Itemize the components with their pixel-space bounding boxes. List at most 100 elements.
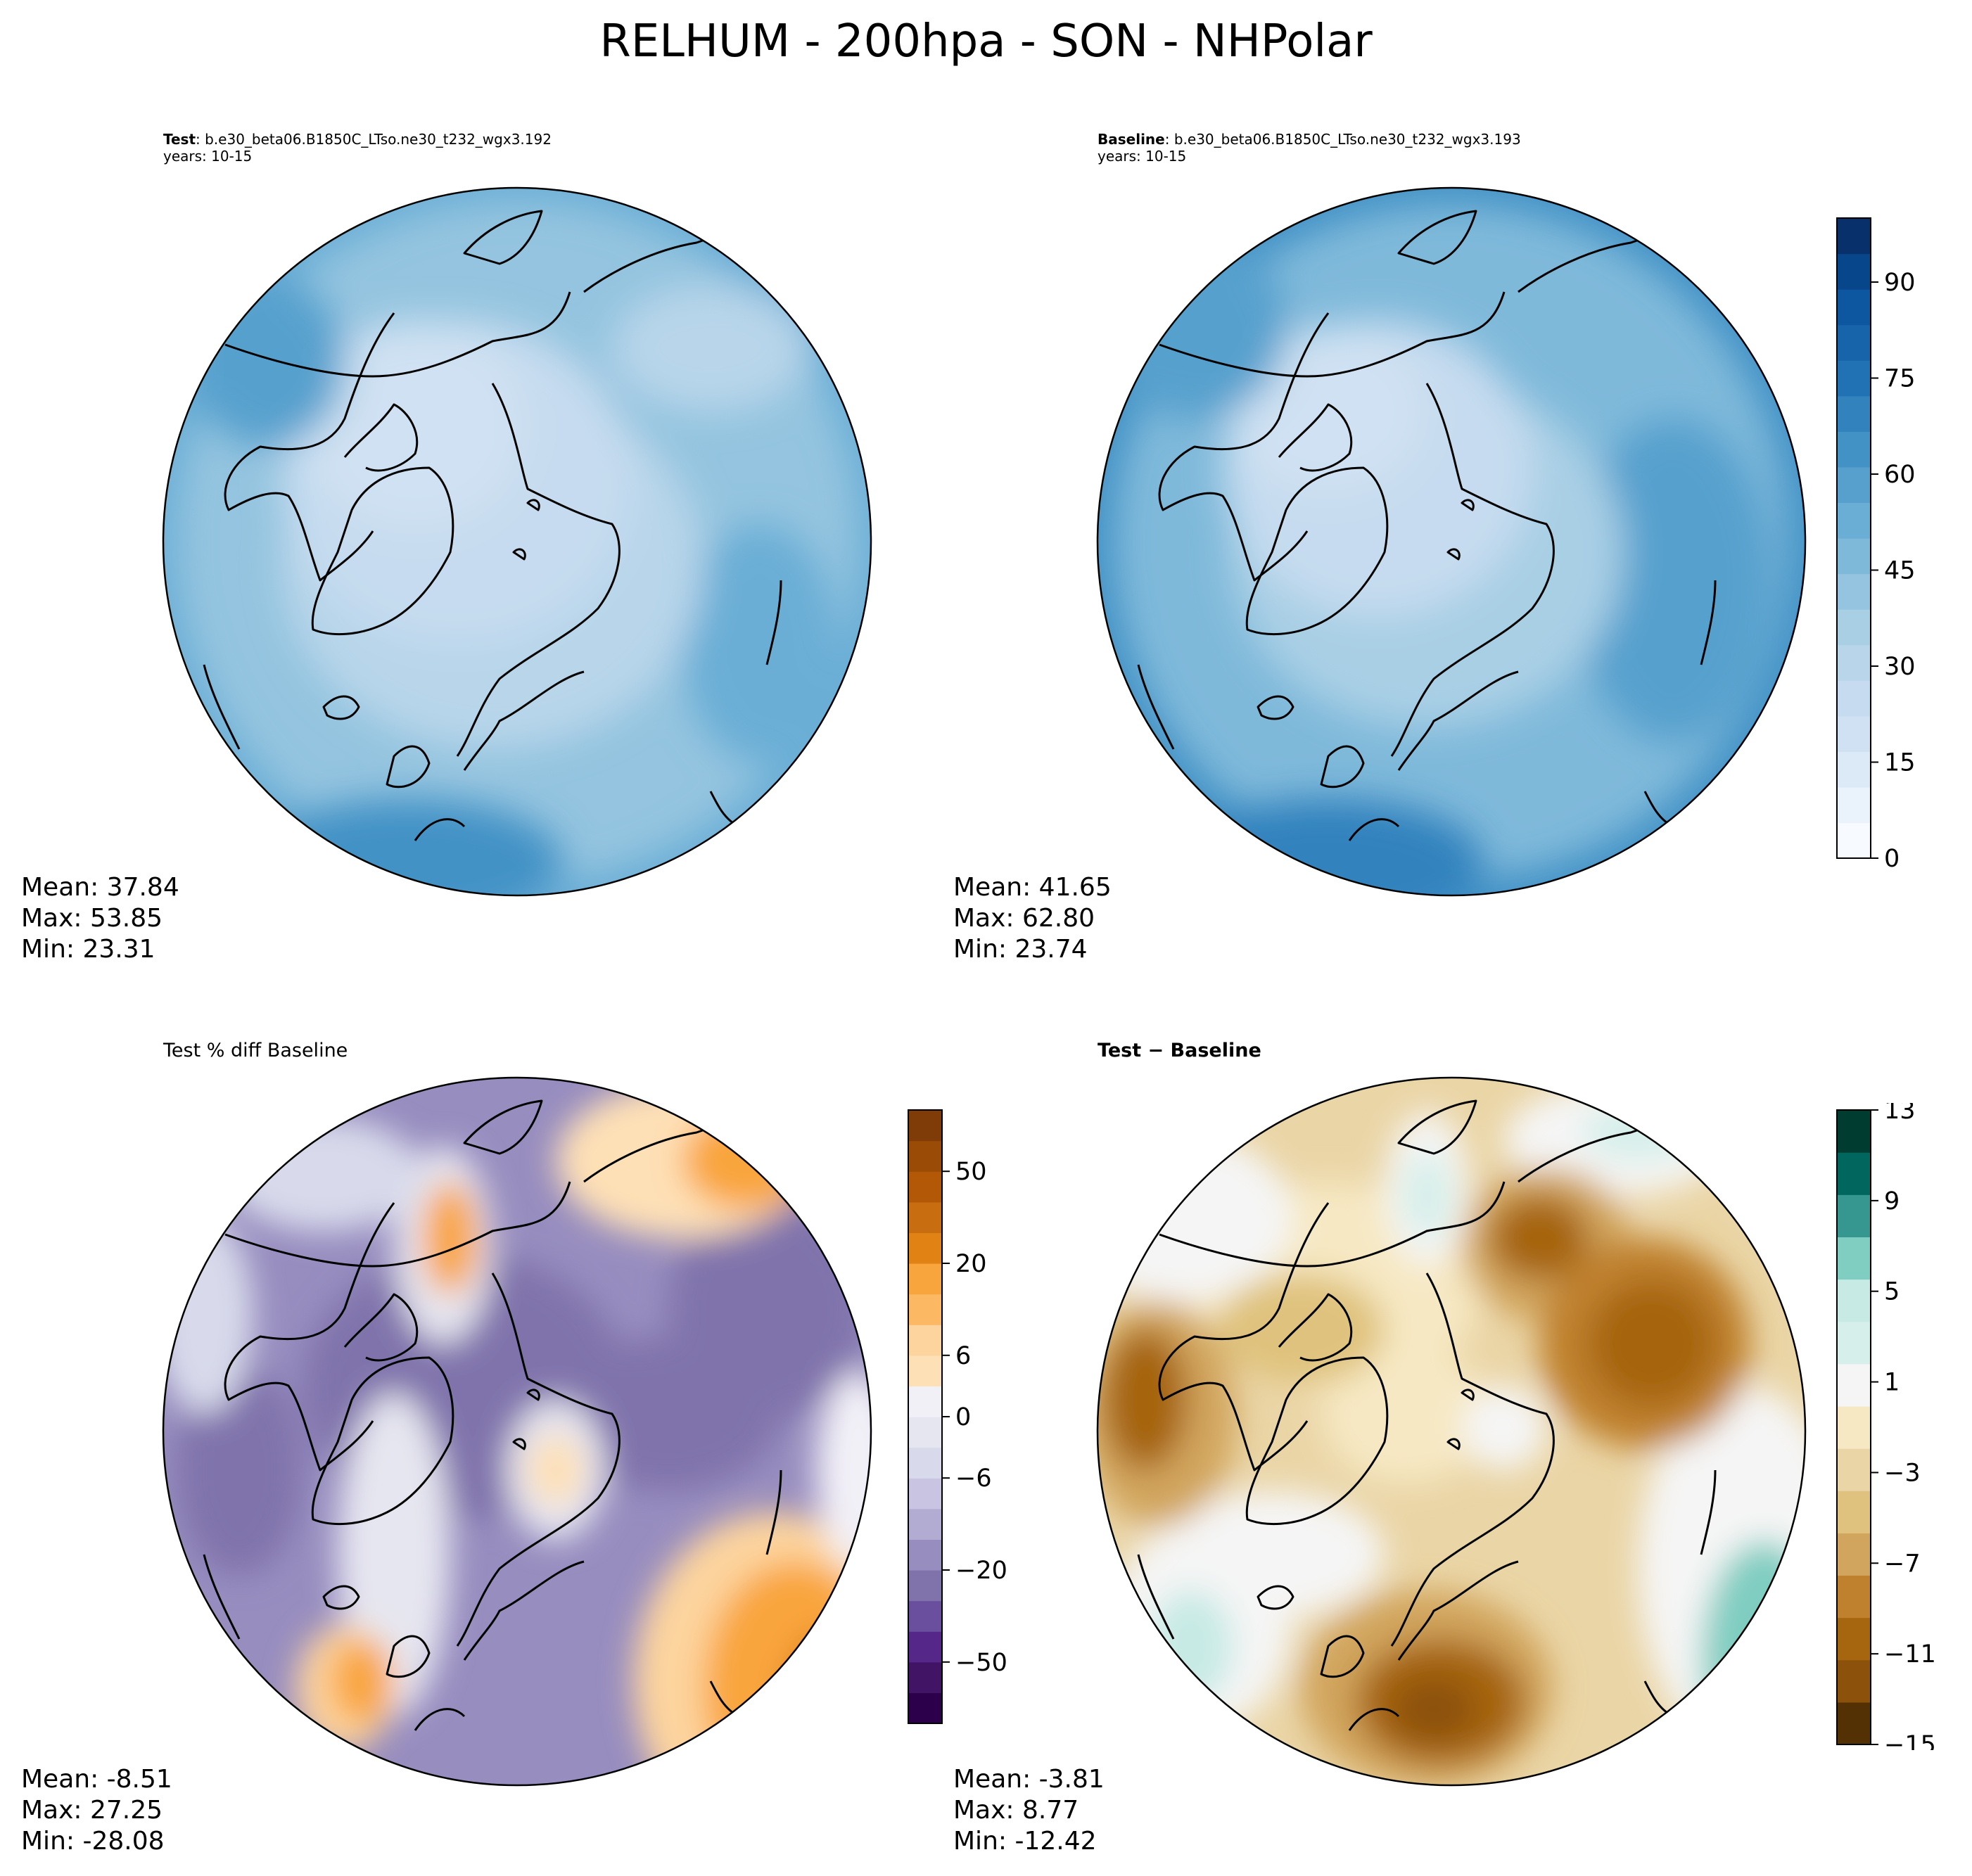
pctdiff-map [162, 1076, 872, 1787]
test-mean: Mean: 37.84 [21, 873, 179, 902]
diff-colorbar-tick-label: 5 [1884, 1278, 1900, 1306]
pctdiff-colorbar-swatch [908, 1294, 942, 1325]
diff-colorbar-ticks: −15 −11 −7 −3 1 5 9 13 [1871, 1103, 1936, 1750]
relhum-colorbar-swatch [1837, 466, 1871, 504]
pctdiff-mean: Mean: -8.51 [21, 1765, 172, 1794]
pctdiff-colorbar-tick-label: 6 [955, 1342, 971, 1370]
pctdiff-colorbar-swatch [908, 1263, 942, 1295]
test-map-boundary [162, 186, 872, 897]
relhum-colorbar-tick-label: 15 [1884, 749, 1916, 777]
relhum-colorbar-swatch [1837, 502, 1871, 539]
baseline-case-name: : b.e30_beta06.B1850C_LTso.ne30_t232_wgx… [1164, 131, 1521, 148]
pctdiff-colorbar-tick-label: 50 [955, 1158, 987, 1186]
relhum-colorbar-swatch [1837, 395, 1871, 432]
diff-colorbar-swatches [1837, 1110, 1871, 1745]
relhum-colorbar-swatch [1837, 715, 1871, 752]
diff-colorbar-tick-label: −3 [1884, 1459, 1921, 1487]
baseline-map-boundary [1096, 186, 1807, 897]
pctdiff-colorbar-tick-label: −6 [955, 1465, 992, 1493]
diff-colorbar-swatch [1837, 1702, 1871, 1745]
pctdiff-colorbar-swatch [908, 1201, 942, 1233]
pctdiff-colorbar-ticks: −50 −20 −6 0 6 20 50 [942, 1158, 1007, 1677]
diff-colorbar-swatch [1837, 1363, 1871, 1407]
pctdiff-colorbar-tick-label: 20 [955, 1250, 987, 1278]
pctdiff-colorbar-swatch [908, 1539, 942, 1571]
figure-title: RELHUM - 200hpa - SON - NHPolar [599, 15, 1373, 68]
diff-colorbar-swatch [1837, 1659, 1871, 1703]
diff-mean: Mean: -3.81 [953, 1765, 1105, 1794]
relhum-colorbar: 0 15 30 45 60 75 90 [1836, 217, 1916, 872]
diff-colorbar-tick-label: −15 [1884, 1731, 1936, 1750]
pctdiff-colorbar-tick-label: −50 [955, 1649, 1007, 1677]
diff-coastlines [1137, 1099, 1717, 1731]
relhum-colorbar-ticks: 0 15 30 45 60 75 90 [1871, 269, 1916, 872]
relhum-colorbar-swatch [1837, 324, 1871, 361]
pctdiff-colorbar-swatch [908, 1417, 942, 1448]
diff-max: Max: 8.77 [953, 1796, 1079, 1825]
baseline-panel-title: Baseline: b.e30_beta06.B1850C_LTso.ne30_… [1098, 131, 1521, 165]
test-max: Max: 53.85 [21, 904, 163, 933]
diff-colorbar-tick-label: 13 [1884, 1103, 1916, 1125]
relhum-colorbar-swatch [1837, 822, 1871, 859]
pctdiff-map-boundary [162, 1076, 872, 1787]
pctdiff-panel-title: Test % diff Baseline [163, 1040, 348, 1061]
pctdiff-min: Min: -28.08 [21, 1827, 165, 1856]
pctdiff-colorbar-swatch [908, 1661, 942, 1693]
diff-map [1096, 1076, 1807, 1787]
pctdiff-colorbar: −50 −20 −6 0 6 20 50 [908, 1109, 1007, 1724]
relhum-colorbar-swatch [1837, 253, 1871, 290]
baseline-coastlines [1137, 210, 1717, 841]
diff-colorbar-swatch [1837, 1237, 1871, 1280]
relhum-colorbar-swatch [1837, 786, 1871, 824]
pctdiff-colorbar-swatch [908, 1110, 942, 1142]
pctdiff-colorbar-swatch [908, 1570, 942, 1602]
baseline-min: Min: 23.74 [953, 935, 1088, 964]
pctdiff-colorbar-tick-label: −20 [955, 1557, 1007, 1585]
relhum-colorbar-swatches [1837, 218, 1871, 859]
diff-colorbar-tick-label: −7 [1884, 1550, 1921, 1578]
pctdiff-colorbar-swatch [908, 1171, 942, 1203]
relhum-colorbar-swatch [1837, 289, 1871, 326]
relhum-colorbar-tick-label: 30 [1884, 653, 1916, 681]
relhum-colorbar-frame [1836, 217, 1871, 859]
relhum-colorbar-tick-label: 60 [1884, 461, 1916, 489]
pctdiff-stats: Mean: -8.51 Max: 27.25 Min: -28.08 [21, 1764, 172, 1857]
diff-colorbar-swatch [1837, 1617, 1871, 1661]
pctdiff-colorbar-tick-label: 0 [955, 1403, 971, 1431]
diff-colorbar-swatch [1837, 1152, 1871, 1195]
diff-colorbar-tick-label: −11 [1884, 1640, 1936, 1668]
pctdiff-colorbar-swatch [908, 1508, 942, 1540]
diff-colorbar-frame [1836, 1109, 1871, 1745]
diff-map-boundary [1096, 1076, 1807, 1787]
relhum-colorbar-swatch [1837, 751, 1871, 788]
diff-colorbar-tick-label: 1 [1884, 1369, 1900, 1397]
diff-colorbar-swatch [1837, 1575, 1871, 1619]
baseline-years: years: 10-15 [1098, 148, 1187, 165]
diff-colorbar-swatch [1837, 1533, 1871, 1576]
test-map [162, 186, 872, 897]
relhum-colorbar-swatch [1837, 609, 1871, 646]
diff-colorbar-swatch [1837, 1491, 1871, 1533]
baseline-max: Max: 62.80 [953, 904, 1095, 933]
relhum-colorbar-swatch [1837, 360, 1871, 397]
diff-colorbar-swatch [1837, 1279, 1871, 1322]
relhum-colorbar-tick-label: 90 [1884, 269, 1916, 297]
diff-colorbar-swatch [1837, 1448, 1871, 1491]
pctdiff-colorbar-swatch [908, 1325, 942, 1356]
diff-colorbar: −15 −11 −7 −3 1 5 9 13 [1836, 1103, 1936, 1750]
test-stats: Mean: 37.84 Max: 53.85 Min: 23.31 [21, 872, 179, 965]
diff-colorbar-swatch [1837, 1110, 1871, 1153]
relhum-colorbar-swatch [1837, 644, 1871, 681]
relhum-colorbar-tick-label: 0 [1884, 845, 1900, 872]
baseline-label: Baseline [1098, 131, 1165, 148]
diff-colorbar-tick-label: 9 [1884, 1187, 1900, 1215]
pctdiff-colorbar-swatch [908, 1631, 942, 1663]
pctdiff-colorbar-swatch [908, 1600, 942, 1632]
test-years: years: 10-15 [163, 148, 253, 165]
relhum-colorbar-swatch [1837, 680, 1871, 717]
relhum-colorbar-tick-label: 75 [1884, 365, 1916, 393]
test-coastlines [203, 210, 782, 841]
test-label: Test [163, 131, 196, 148]
test-panel-title: Test: b.e30_beta06.B1850C_LTso.ne30_t232… [163, 131, 552, 165]
relhum-colorbar-swatch [1837, 538, 1871, 575]
